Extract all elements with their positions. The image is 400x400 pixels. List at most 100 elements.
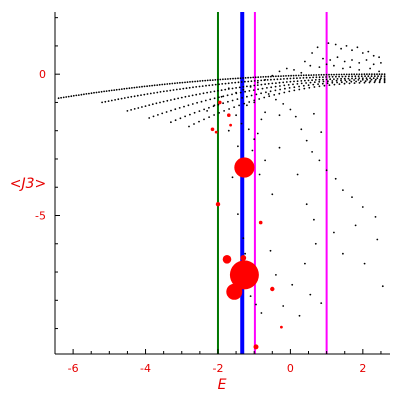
data-point-black — [199, 93, 201, 95]
data-point-black — [222, 95, 225, 98]
data-point-black — [130, 109, 133, 111]
data-point-black — [149, 92, 152, 95]
data-point-black — [217, 89, 219, 92]
data-point-black — [60, 96, 62, 99]
data-point-black — [325, 169, 328, 172]
data-point-black — [323, 84, 326, 87]
data-point-black — [348, 82, 351, 85]
data-point-black — [77, 94, 80, 96]
data-point-black — [277, 75, 280, 78]
data-point-black — [120, 88, 123, 90]
data-point-black — [237, 81, 240, 84]
data-point-black — [238, 86, 241, 89]
data-point-black — [369, 80, 372, 82]
data-point-black — [348, 75, 350, 78]
data-point-black — [110, 99, 113, 102]
data-point-red — [215, 202, 221, 207]
data-point-black — [137, 107, 140, 109]
data-point-black — [354, 77, 357, 80]
data-point-black — [219, 78, 222, 81]
data-point-black — [253, 101, 256, 104]
data-point-black — [285, 75, 287, 77]
data-point-black — [314, 79, 317, 81]
data-point-red — [226, 283, 243, 300]
data-point-black — [338, 73, 340, 76]
data-point-black — [199, 80, 202, 82]
data-point-black — [287, 84, 290, 86]
data-point-black — [305, 82, 307, 84]
data-point-black — [75, 94, 78, 97]
data-point-black — [369, 67, 371, 70]
data-point-black — [218, 112, 221, 114]
data-point-black — [263, 96, 266, 99]
data-point-black — [304, 262, 306, 265]
data-point-black — [374, 216, 377, 218]
data-point-black — [131, 87, 133, 89]
data-point-black — [270, 86, 273, 89]
data-point-black — [198, 85, 201, 88]
data-point-black — [309, 64, 312, 67]
data-point-black — [214, 79, 217, 81]
data-point-black — [373, 73, 376, 76]
data-point-black — [231, 99, 234, 102]
data-point-black — [368, 81, 371, 84]
data-point-black — [241, 97, 244, 99]
data-point-black — [184, 95, 187, 98]
data-point-black — [367, 50, 370, 53]
data-point-black — [283, 84, 286, 87]
data-point-black — [280, 75, 282, 77]
data-point-black — [330, 73, 333, 76]
data-point-black — [344, 79, 347, 82]
data-point-red — [227, 113, 231, 117]
data-point-black — [355, 80, 357, 83]
data-point-black — [359, 80, 362, 83]
data-point-black — [256, 81, 259, 84]
data-point-black — [321, 82, 324, 85]
x-axis-title: E — [218, 377, 227, 393]
data-point-black — [292, 83, 294, 86]
data-point-black — [148, 117, 151, 119]
data-point-black — [348, 79, 351, 81]
data-point-black — [188, 95, 190, 97]
data-point-black — [250, 80, 253, 83]
data-point-black — [343, 77, 346, 80]
data-point-black — [343, 73, 345, 76]
data-point-black — [318, 159, 321, 162]
data-point-black — [358, 82, 361, 84]
data-point-black — [143, 93, 146, 96]
data-point-black — [103, 90, 105, 93]
data-point-black — [269, 90, 272, 93]
data-point-black — [364, 80, 367, 83]
data-point-black — [333, 231, 335, 234]
data-point-black — [373, 81, 376, 84]
data-point-black — [152, 115, 155, 118]
data-point-black — [345, 73, 348, 76]
data-point-black — [242, 237, 245, 240]
data-point-black — [366, 73, 368, 76]
data-point-black — [235, 87, 238, 89]
data-point-black — [305, 76, 308, 79]
data-point-black — [354, 75, 357, 78]
data-point-black — [366, 78, 368, 81]
data-point-black — [282, 81, 285, 84]
data-point-black — [234, 77, 237, 80]
data-point-black — [227, 82, 230, 85]
data-point-black — [343, 82, 346, 85]
data-point-black — [174, 119, 177, 122]
data-point-black — [335, 75, 337, 78]
data-point-black — [271, 74, 274, 77]
data-point-black — [231, 82, 233, 84]
data-point-black — [363, 73, 366, 76]
data-point-black — [264, 159, 266, 162]
data-point-black — [204, 99, 207, 102]
data-point-black — [188, 125, 190, 128]
data-point-black — [331, 81, 334, 84]
data-point-black — [278, 146, 281, 149]
data-point-black — [239, 91, 242, 94]
data-point-black — [187, 104, 190, 107]
data-point-black — [237, 77, 239, 80]
data-point-black — [361, 52, 364, 54]
data-point-black — [383, 81, 386, 84]
data-point-black — [171, 82, 174, 85]
